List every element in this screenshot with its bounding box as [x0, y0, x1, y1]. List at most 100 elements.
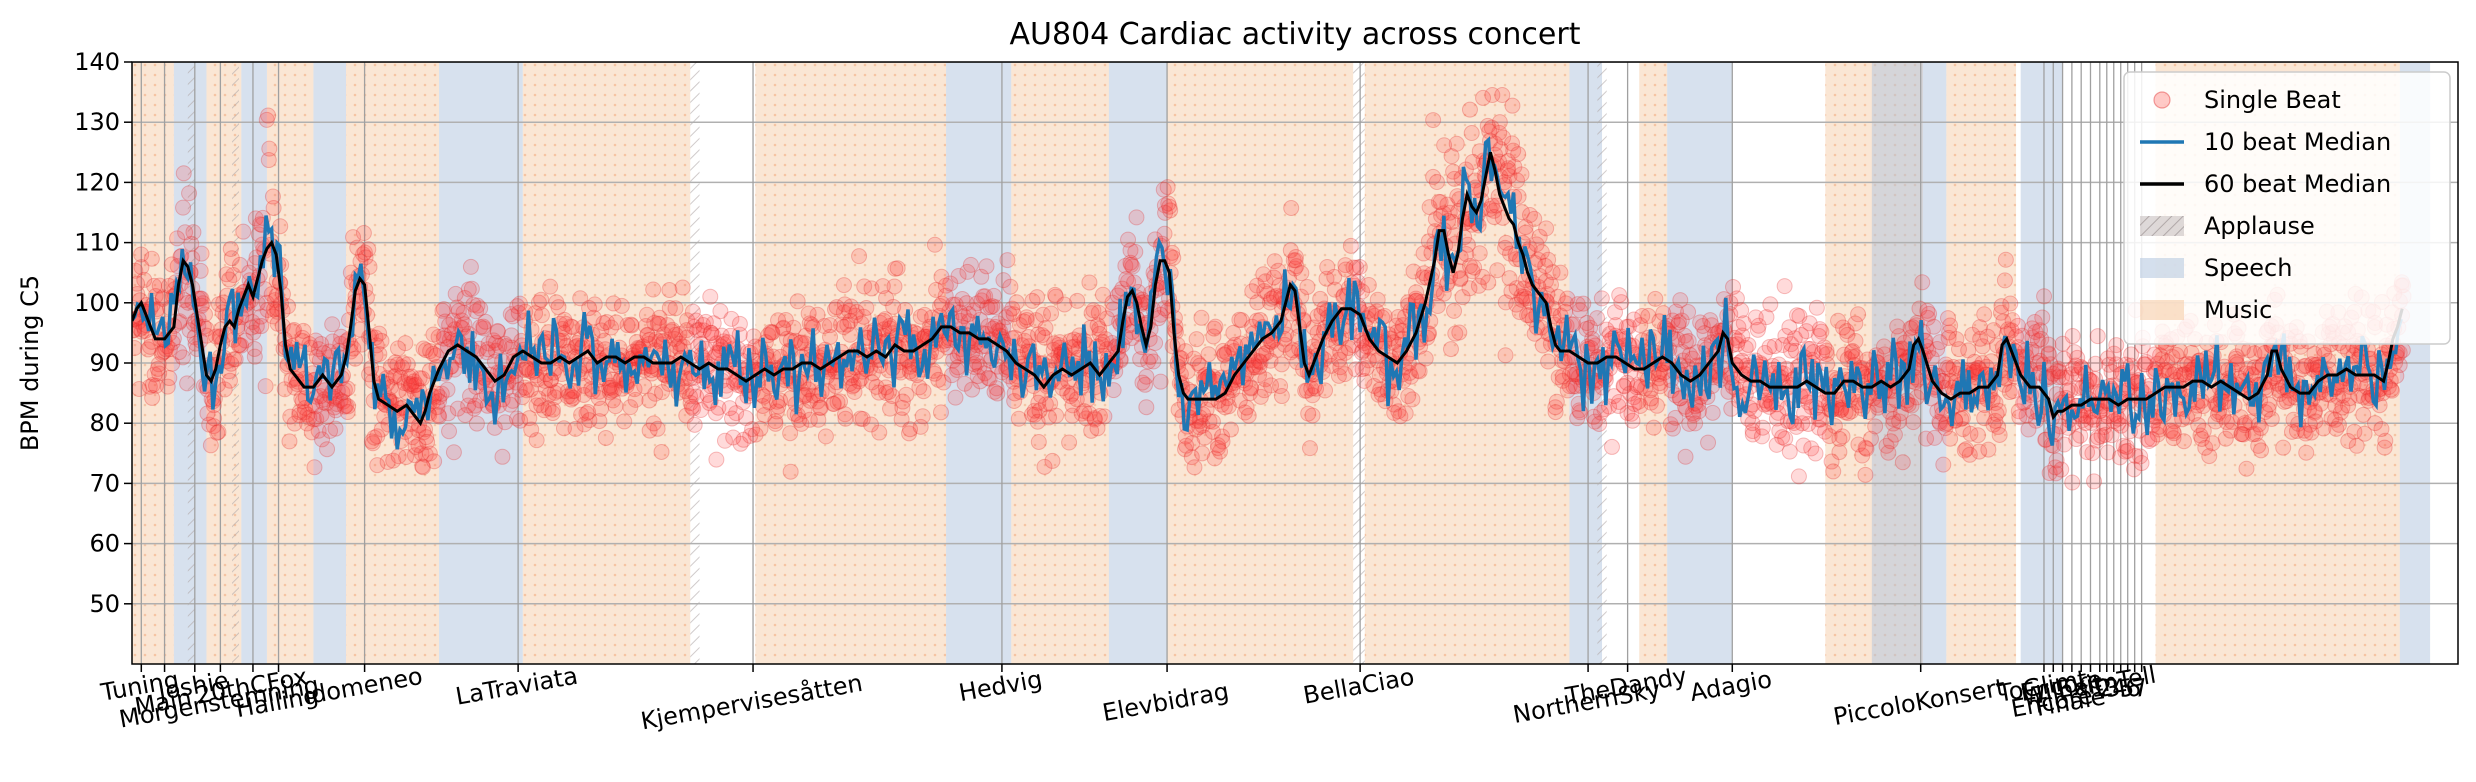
single-beat: [1029, 289, 1046, 306]
single-beat: [1124, 258, 1141, 275]
single-beat: [332, 392, 349, 409]
single-beat: [1790, 468, 1807, 485]
legend-swatch-single-beat: [2153, 91, 2171, 109]
single-beat: [502, 306, 519, 323]
legend-swatch-patch: [2140, 258, 2184, 278]
single-beat: [932, 404, 949, 421]
single-beat: [259, 301, 276, 318]
single-beat: [1165, 249, 1182, 266]
single-beat: [504, 392, 521, 409]
single-beat: [327, 420, 344, 437]
single-beat: [1593, 290, 1610, 307]
single-beat: [522, 381, 539, 398]
single-beat: [233, 337, 250, 354]
single-beat: [369, 457, 386, 474]
single-beat: [509, 298, 526, 315]
single-beat: [319, 408, 336, 425]
single-beat: [597, 429, 614, 446]
single-beat: [308, 411, 325, 428]
single-beat: [133, 323, 150, 340]
single-beat: [319, 441, 336, 458]
single-beat: [1925, 318, 1942, 335]
single-beat: [2175, 433, 2192, 450]
single-beat: [1128, 209, 1145, 226]
single-beat: [898, 386, 915, 403]
single-beat: [345, 229, 362, 246]
single-beat: [286, 415, 303, 432]
single-beat: [886, 278, 903, 295]
y-tick-label: 80: [89, 409, 120, 437]
single-beat: [494, 448, 511, 465]
single-beat: [218, 266, 235, 283]
single-beat: [469, 297, 486, 314]
single-beat: [336, 398, 353, 415]
single-beat: [175, 165, 192, 182]
single-beat: [871, 424, 888, 441]
single-beat: [1273, 388, 1290, 405]
legend-label: Single Beat: [2204, 86, 2341, 114]
legend-label: 60 beat Median: [2204, 170, 2391, 198]
single-beat: [1976, 306, 1993, 323]
single-beat: [382, 358, 399, 375]
legend-item: Applause: [2140, 212, 2315, 240]
single-beat: [387, 354, 404, 371]
single-beat: [132, 285, 146, 302]
single-beat: [2391, 357, 2408, 374]
single-beat: [146, 366, 163, 383]
single-beat: [999, 252, 1016, 269]
single-beat: [544, 401, 561, 418]
single-beat: [272, 218, 289, 235]
single-beat: [149, 360, 166, 377]
single-beat: [159, 378, 176, 395]
single-beat: [1510, 146, 1527, 163]
single-beat: [410, 437, 427, 454]
single-beat: [431, 408, 448, 425]
single-beat: [1138, 368, 1155, 385]
single-beat: [817, 428, 834, 445]
single-beat: [313, 336, 330, 353]
y-tick-label: 70: [89, 469, 120, 497]
single-beat: [1397, 405, 1414, 422]
single-beat: [489, 323, 506, 340]
single-beat: [364, 435, 381, 452]
single-beat: [209, 424, 226, 441]
single-beat: [307, 332, 324, 349]
single-beat: [389, 356, 406, 373]
single-beat: [258, 111, 275, 128]
single-beat: [310, 422, 327, 439]
x-tick-label: LaTraviata: [453, 662, 579, 711]
single-beat: [926, 236, 943, 253]
single-beat: [560, 343, 577, 360]
single-beat: [2204, 435, 2221, 452]
single-beat: [253, 318, 270, 335]
single-beat: [264, 308, 281, 325]
single-beat: [1762, 296, 1779, 313]
single-beat: [613, 297, 630, 314]
single-beat: [430, 407, 447, 424]
single-beat: [347, 350, 364, 367]
single-beat: [282, 408, 299, 425]
single-beat: [1847, 333, 1864, 350]
single-beat: [485, 332, 502, 349]
chart-title: AU804 Cardiac activity across concert: [1010, 17, 1581, 52]
single-beat: [1096, 408, 1113, 425]
single-beat: [1404, 391, 1421, 408]
single-beat: [450, 302, 467, 319]
single-beat: [528, 432, 545, 449]
single-beat: [385, 452, 402, 469]
legend-item: Speech: [2140, 254, 2292, 282]
single-beat: [417, 342, 434, 359]
single-beat: [171, 344, 188, 361]
single-beat: [475, 320, 492, 337]
single-beat: [1754, 419, 1771, 436]
single-beat: [456, 316, 473, 333]
single-beat: [414, 459, 431, 476]
single-beat: [1942, 430, 1959, 447]
single-beat: [301, 409, 318, 426]
single-beat: [1704, 404, 1721, 421]
single-beat: [299, 415, 316, 432]
y-tick-label: 60: [89, 530, 120, 558]
single-beat: [422, 343, 439, 360]
single-beat: [276, 381, 293, 398]
